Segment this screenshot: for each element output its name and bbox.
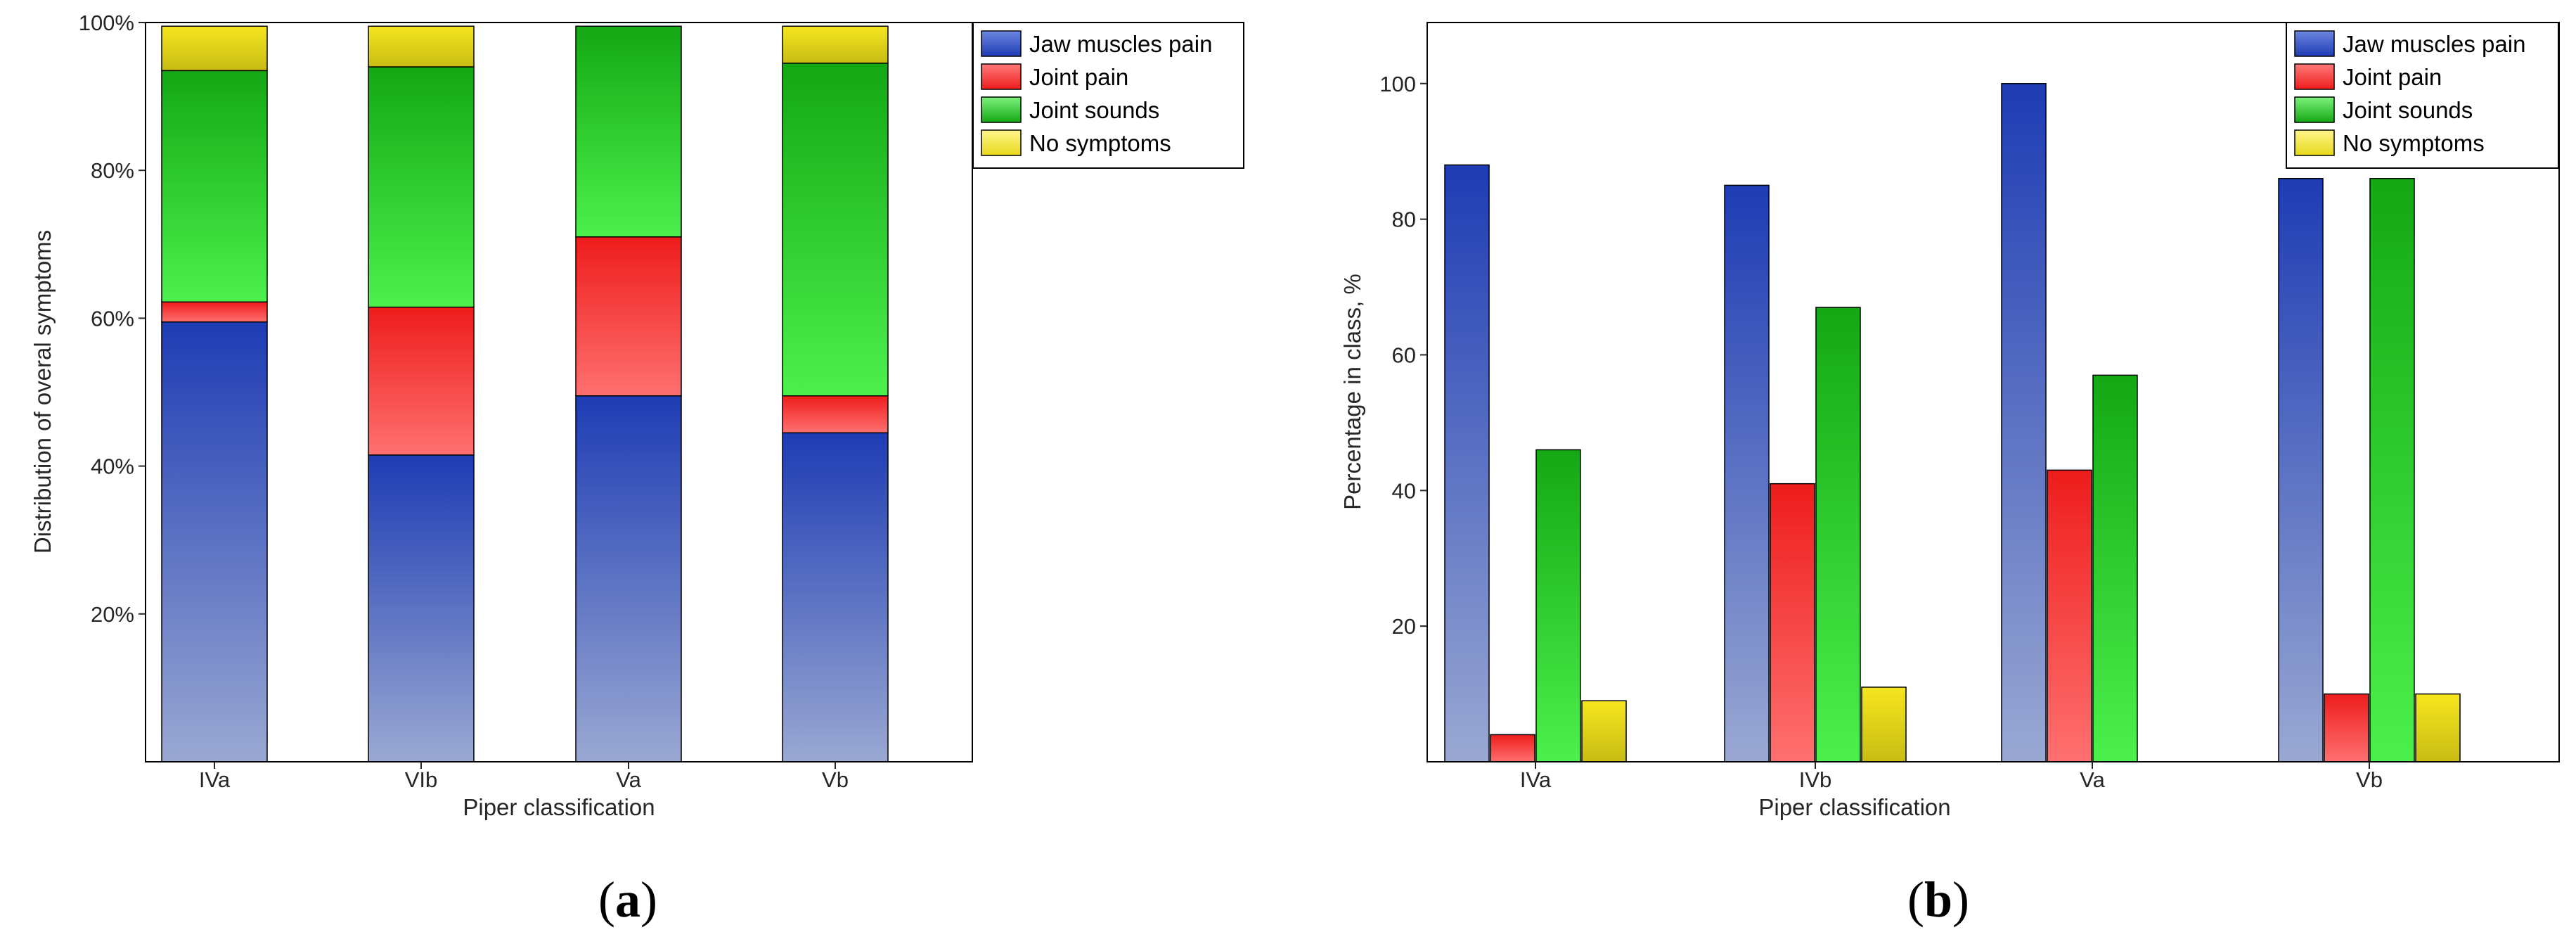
- chart-b-bar-vb-jaw-muscles-pain: [2278, 178, 2324, 762]
- chart-a-bar-iva-jaw-muscles-pain: [161, 321, 268, 762]
- chart-a-bar-vib-joint-pain: [368, 306, 475, 456]
- chart-a-bar-vib-no-symptoms: [368, 25, 475, 68]
- chart-a-x-tick-label: Va: [616, 767, 641, 792]
- chart-a-bar-vb-joint-pain: [782, 395, 889, 434]
- chart-b-legend-swatch-joint-sounds: [2294, 96, 2335, 123]
- chart-a-legend-swatch-joint-pain: [981, 63, 1022, 90]
- chart-b-panel-label-open: (: [1907, 872, 1924, 928]
- chart-a-bar-vb-jaw-muscles-pain: [782, 432, 889, 762]
- chart-a: 20% 40% 60% 80% 100% IVa VIb Va Vb Piper classi…: [30, 11, 1244, 928]
- chart-b-bar-ivb-joint-sounds: [1815, 307, 1861, 762]
- chart-a-legend-label-joint-pain: Joint pain: [1029, 64, 1128, 90]
- chart-a-bar-vb-no-symptoms: [782, 25, 889, 64]
- chart-b-legend-swatch-jaw-muscles-pain: [2294, 30, 2335, 57]
- chart-a-plot-frame: [145, 22, 973, 762]
- chart-b-y-tick-label: 20: [1392, 614, 1416, 639]
- chart-b-bar-iva-no-symptoms: [1581, 700, 1627, 762]
- chart-b-panel-label-close: ): [1952, 872, 1969, 928]
- chart-b-x-axis-label: Piper classification: [1758, 794, 1950, 820]
- chart-b-y-tick-label: 60: [1392, 343, 1416, 367]
- chart-a-y-axis-label: Distribution of overal symptoms: [30, 230, 56, 554]
- chart-a-x-ticks: IVa VIb Va Vb: [199, 762, 849, 792]
- chart-b-bar-iva-joint-pain: [1490, 734, 1535, 762]
- chart-b-bar-va-joint-sounds: [2092, 374, 2138, 762]
- chart-a-legend-label-jaw-muscles-pain: Jaw muscles pain: [1029, 31, 1212, 57]
- chart-b-bars: [1444, 83, 2461, 762]
- chart-a-x-tick-label: Vb: [822, 767, 849, 792]
- chart-b: 20 40 60 80 100 IVa IVb Va Vb Piper classificat…: [1339, 22, 2560, 928]
- chart-a-panel-label-close: ): [640, 872, 657, 928]
- chart-a-bar-vib-joint-sounds: [368, 66, 475, 308]
- chart-b-y-tick-label: 100: [1379, 72, 1416, 96]
- chart-b-x-tick-label: IVa: [1520, 767, 1552, 792]
- chart-b-bar-va-joint-pain: [2047, 469, 2092, 762]
- chart-b-bar-va-jaw-muscles-pain: [2001, 83, 2047, 762]
- chart-b-x-tick-label: Vb: [2356, 767, 2383, 792]
- chart-b-legend-swatch-no-symptoms: [2294, 129, 2335, 156]
- chart-a-x-tick-label: IVa: [199, 767, 231, 792]
- chart-a-bar-iva-no-symptoms: [161, 25, 268, 72]
- chart-a-y-tick-label: 80%: [91, 158, 134, 183]
- chart-a-panel-label-open: (: [598, 872, 615, 928]
- chart-a-bar-va-joint-sounds: [575, 25, 682, 238]
- chart-b-bar-iva-jaw-muscles-pain: [1444, 164, 1490, 762]
- chart-a-legend-swatch-joint-sounds: [981, 96, 1022, 123]
- chart-a-bar-va-jaw-muscles-pain: [575, 395, 682, 762]
- chart-a-bar-iva-joint-sounds: [161, 70, 268, 303]
- chart-b-y-axis-label: Percentage in class, %: [1339, 274, 1365, 510]
- chart-b-legend-label-jaw-muscles-pain: Jaw muscles pain: [2343, 31, 2525, 57]
- chart-a-legend-swatch-no-symptoms: [981, 129, 1022, 156]
- chart-a-panel-letter: a: [615, 872, 640, 928]
- chart-b-legend-label-no-symptoms: No symptoms: [2343, 130, 2485, 156]
- chart-a-bar-va-joint-pain: [575, 236, 682, 397]
- chart-b-panel-label: (b): [1907, 872, 1969, 928]
- chart-b-bar-iva-joint-sounds: [1535, 449, 1581, 762]
- chart-a-y-ticks: 20% 40% 60% 80% 100%: [79, 11, 146, 627]
- chart-a-panel-label: (a): [598, 872, 657, 928]
- chart-b-x-tick-label: IVb: [1799, 767, 1832, 792]
- chart-a-legend-label-joint-sounds: Joint sounds: [1029, 97, 1159, 123]
- chart-b-panel-letter: b: [1924, 872, 1952, 928]
- chart-a-legend: Jaw muscles pain Joint pain Joint sounds No…: [972, 22, 1244, 169]
- chart-b-plot-frame: [1427, 22, 2560, 762]
- chart-a-bars: [161, 25, 889, 762]
- chart-a-y-tick-label: 100%: [79, 11, 134, 35]
- chart-a-x-tick-label: VIb: [405, 767, 438, 792]
- chart-a-legend-swatch-jaw-muscles-pain: [981, 30, 1022, 57]
- chart-a-bar-vb-joint-sounds: [782, 63, 889, 397]
- chart-b-legend-swatch-joint-pain: [2294, 63, 2335, 90]
- chart-a-y-tick-label: 20%: [91, 602, 134, 627]
- chart-a-bar-iva-joint-pain: [161, 301, 268, 323]
- chart-b-x-ticks: IVa IVb Va Vb: [1520, 762, 2383, 792]
- chart-a-bar-vib-jaw-muscles-pain: [368, 454, 475, 762]
- chart-b-y-tick-label: 80: [1392, 208, 1416, 232]
- chart-b-bar-ivb-jaw-muscles-pain: [1724, 184, 1770, 762]
- chart-a-legend-label-no-symptoms: No symptoms: [1029, 130, 1171, 156]
- chart-b-legend-label-joint-sounds: Joint sounds: [2343, 97, 2473, 123]
- chart-b-bar-ivb-no-symptoms: [1861, 687, 1907, 762]
- chart-b-x-tick-label: Va: [2080, 767, 2105, 792]
- chart-a-x-axis-label: Piper classification: [463, 794, 655, 820]
- chart-b-bar-vb-joint-pain: [2324, 693, 2369, 762]
- chart-b-y-ticks: 20 40 60 80 100: [1379, 72, 1427, 639]
- chart-b-bar-vb-no-symptoms: [2415, 693, 2461, 762]
- chart-b-legend: Jaw muscles pain Joint pain Joint sounds No…: [2286, 22, 2559, 169]
- chart-b-y-tick-label: 40: [1392, 478, 1416, 503]
- chart-b-bar-vb-joint-sounds: [2369, 178, 2415, 762]
- chart-a-y-tick-label: 40%: [91, 454, 134, 479]
- chart-b-bar-ivb-joint-pain: [1770, 483, 1815, 762]
- chart-a-y-tick-label: 60%: [91, 306, 134, 331]
- chart-b-legend-label-joint-pain: Joint pain: [2343, 64, 2442, 90]
